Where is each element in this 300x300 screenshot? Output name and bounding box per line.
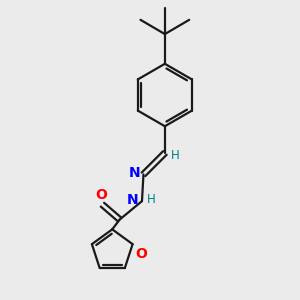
Text: H: H — [171, 149, 180, 162]
Text: O: O — [135, 247, 147, 260]
Text: H: H — [146, 193, 155, 206]
Text: N: N — [127, 193, 138, 207]
Text: N: N — [128, 166, 140, 180]
Text: O: O — [95, 188, 107, 202]
